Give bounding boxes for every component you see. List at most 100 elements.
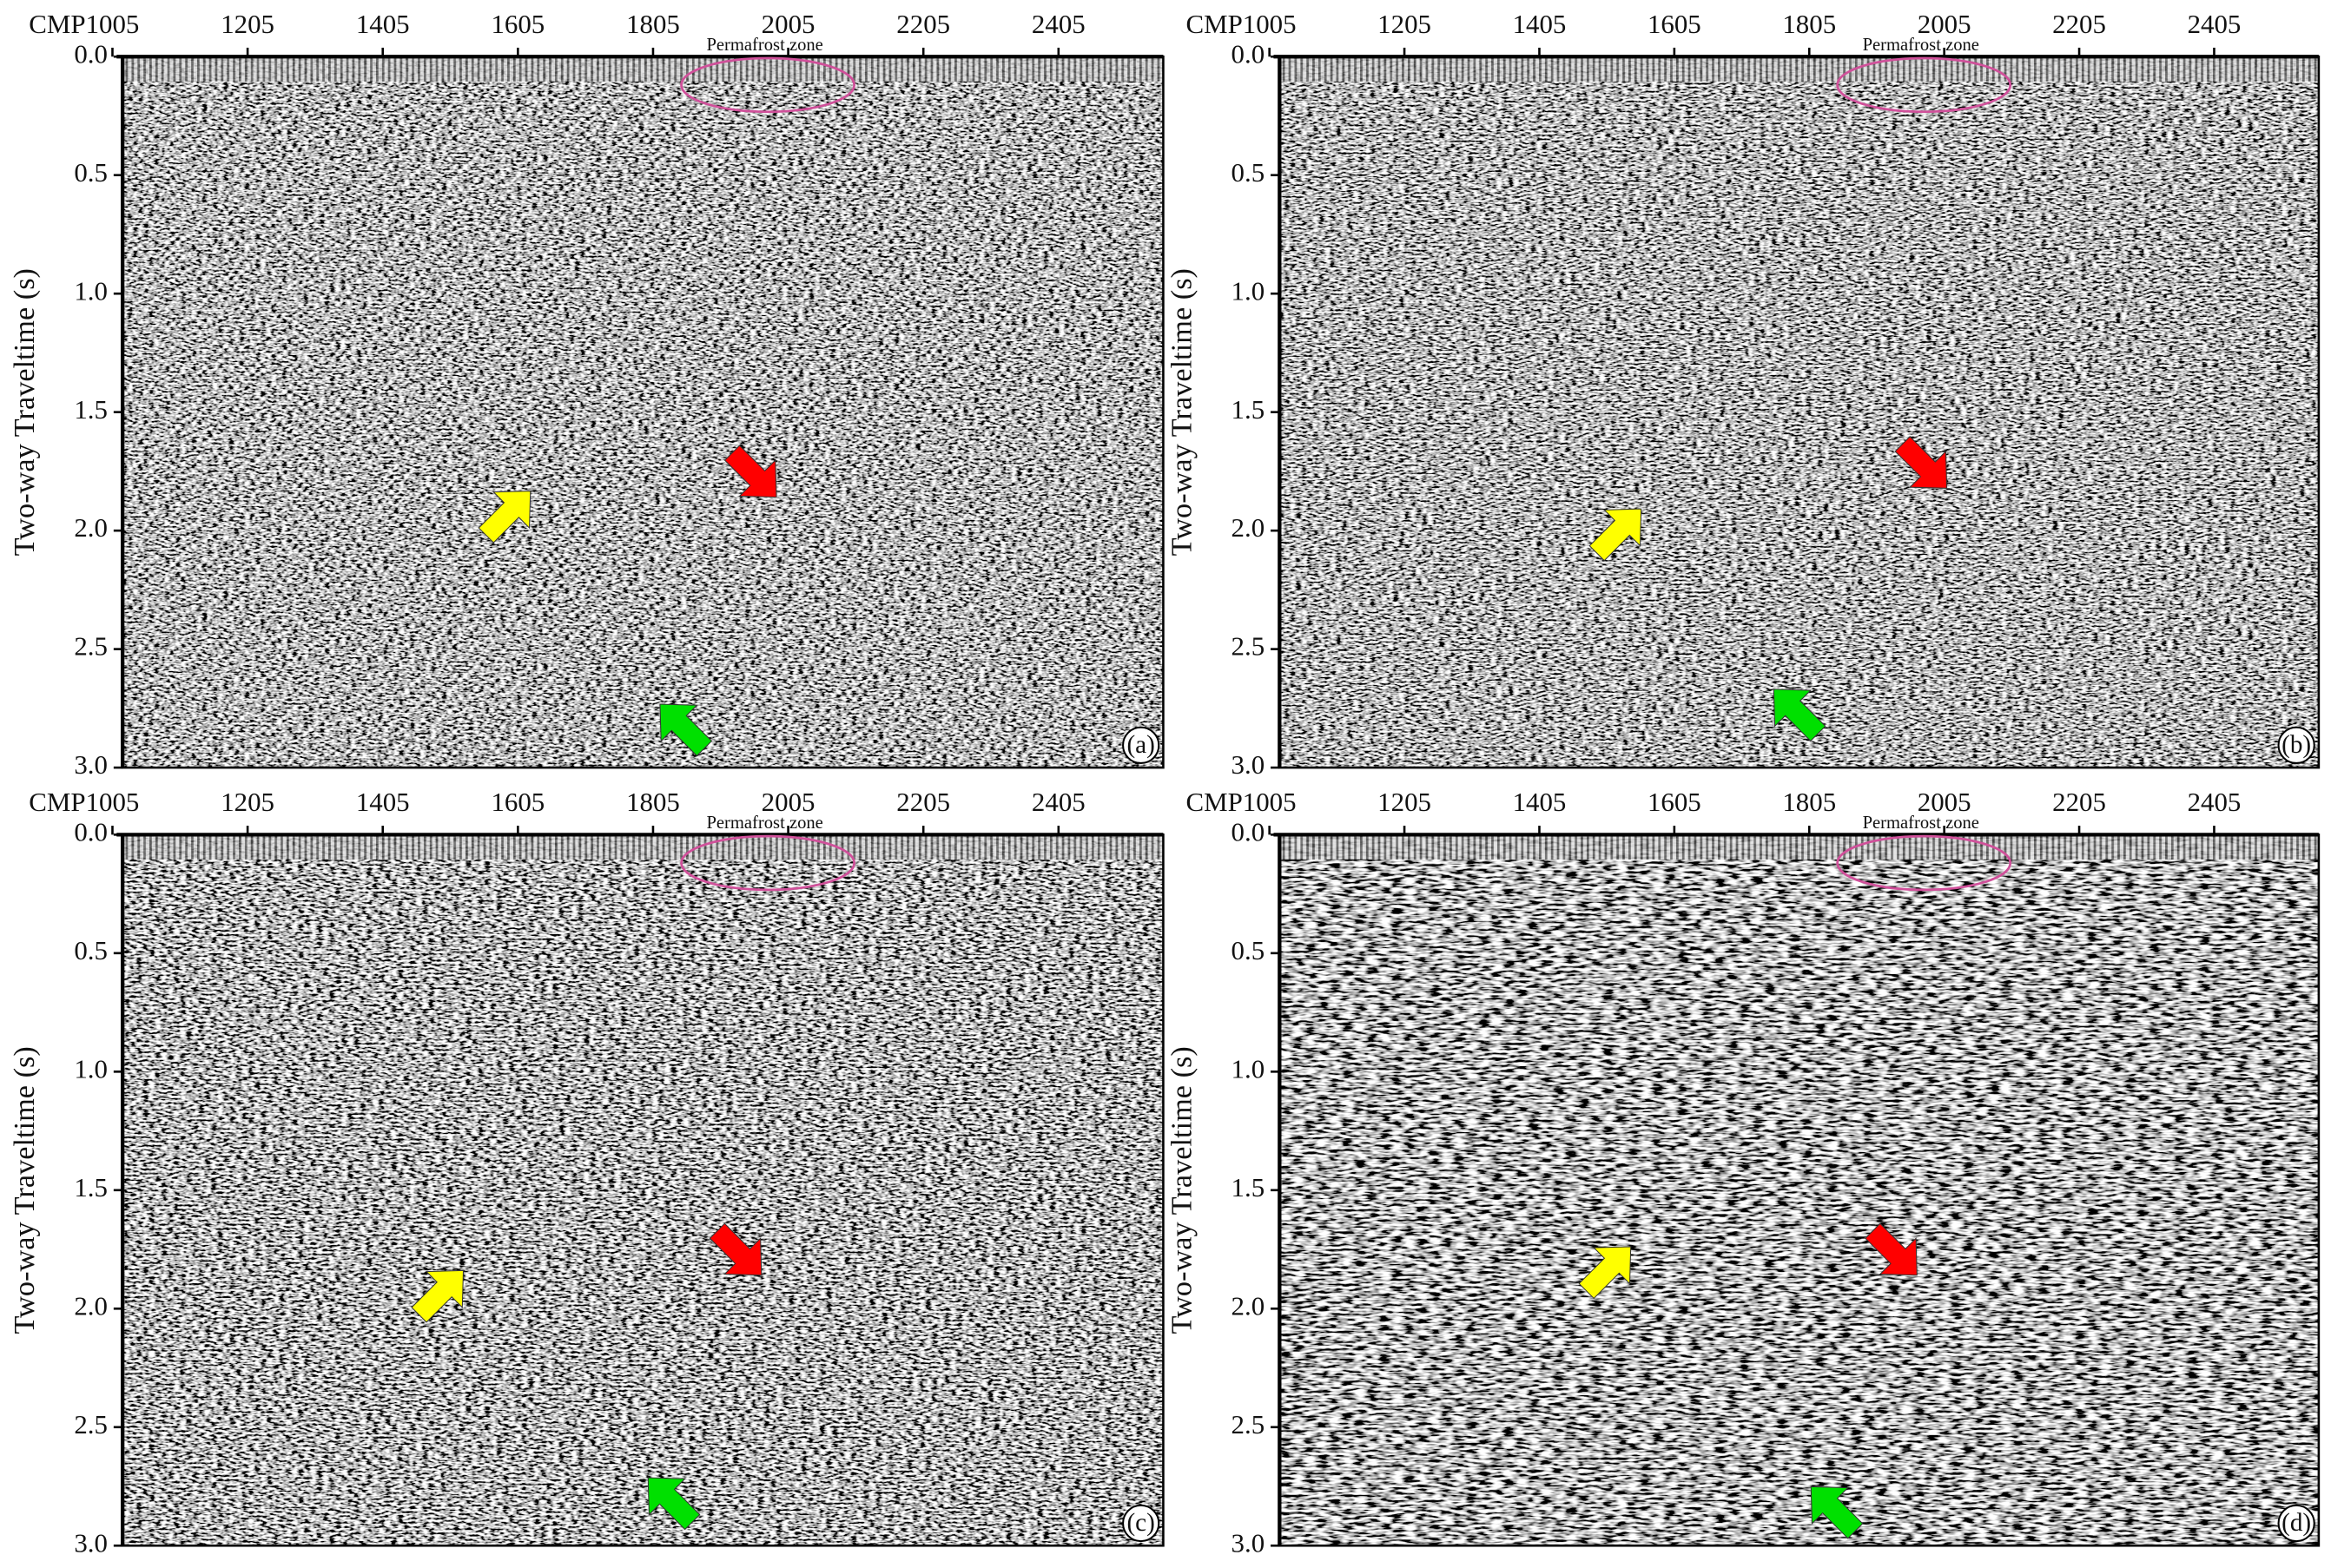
x-tick-label: 1005 <box>86 787 140 817</box>
arrow <box>723 445 777 498</box>
x-tick-label: 1005 <box>1243 9 1297 39</box>
arrow <box>478 491 532 544</box>
arrow <box>659 703 713 757</box>
x-tick-label: 1205 <box>221 787 274 817</box>
y-tick-label: 1.0 <box>1232 275 1265 306</box>
annotation: Permafrost zone <box>1863 36 1979 55</box>
y-tick-label: 0.5 <box>74 157 108 188</box>
x-tick-label: 2405 <box>2188 9 2242 39</box>
panel-label-badge <box>1122 1504 1160 1543</box>
x-tick-label: 1205 <box>1377 9 1431 39</box>
x-axis-label: CMP <box>1186 9 1243 39</box>
y-tick-label: 2.5 <box>74 631 108 662</box>
panel-label-badge <box>2277 726 2315 764</box>
x-tick-label: 1605 <box>1648 9 1701 39</box>
y-tick-label: 3.0 <box>1232 1527 1265 1558</box>
x-tick-label: 1605 <box>491 787 545 817</box>
y-tick-label: 1.0 <box>74 275 108 306</box>
near-surface-traces <box>1279 834 2319 860</box>
y-axis-label: Two-way Traveltime (s) <box>8 268 41 556</box>
x-tick-label: 1405 <box>1513 787 1567 817</box>
panel-label: (c) <box>1126 1509 1154 1537</box>
arrow <box>1588 508 1642 562</box>
y-tick-label: 1.0 <box>1232 1053 1265 1084</box>
panel-label: (d) <box>2281 1509 2311 1537</box>
panel-label-badge <box>1122 726 1160 764</box>
near-surface-traces <box>122 834 1164 860</box>
y-axis-label: Two-way Traveltime (s) <box>8 1046 41 1334</box>
x-tick-label: 1805 <box>626 9 680 39</box>
x-tick-label: 1205 <box>221 9 274 39</box>
seismic-image <box>122 56 1164 768</box>
y-tick-label: 2.0 <box>1232 1290 1265 1321</box>
x-tick-label: 2205 <box>896 787 950 817</box>
x-tick-label: 1805 <box>1782 9 1836 39</box>
seismic-image <box>122 834 1164 1546</box>
annotation: Permafrost zone <box>706 36 822 55</box>
x-tick-label: 2205 <box>2052 9 2106 39</box>
x-tick-label: 2205 <box>896 9 950 39</box>
y-tick-label: 0.0 <box>1232 816 1265 847</box>
x-tick-label: 1805 <box>626 787 680 817</box>
near-surface-traces <box>122 56 1164 82</box>
y-tick-label: 3.0 <box>74 749 108 780</box>
arrow <box>1773 688 1826 742</box>
y-tick-label: 0.5 <box>74 935 108 965</box>
y-tick-label: 2.5 <box>1232 1409 1265 1440</box>
y-tick-label: 1.5 <box>1232 1172 1265 1202</box>
seismic-image <box>1279 834 2319 1546</box>
y-tick-label: 0.5 <box>1232 935 1265 965</box>
near-surface-traces <box>1279 56 2319 82</box>
x-tick-label: 1605 <box>1648 787 1701 817</box>
panel-label: (a) <box>1126 731 1154 759</box>
annotation: Permafrost zone <box>1863 814 1979 833</box>
y-tick-label: 1.5 <box>1232 394 1265 425</box>
permafrost-zone-outline <box>680 56 856 114</box>
arrow <box>647 1477 701 1531</box>
x-axis-label: CMP <box>29 9 85 39</box>
y-tick-label: 2.5 <box>74 1409 108 1440</box>
x-tick-label: 2405 <box>1032 9 1086 39</box>
permafrost-zone-outline <box>680 834 856 892</box>
y-tick-label: 0.0 <box>74 816 108 847</box>
panel-label-badge <box>2277 1504 2315 1543</box>
permafrost-zone-outline <box>1836 56 2012 114</box>
y-tick-label: 2.5 <box>1232 631 1265 662</box>
y-tick-label: 2.0 <box>74 512 108 543</box>
x-axis-label: CMP <box>29 787 85 817</box>
permafrost-zone-outline <box>1836 834 2012 892</box>
annotation: Permafrost zone <box>706 814 822 833</box>
y-tick-label: 2.0 <box>1232 512 1265 543</box>
arrow <box>1810 1486 1864 1539</box>
x-tick-label: 2005 <box>1918 9 1971 39</box>
arrow <box>1894 436 1948 489</box>
x-tick-label: 2005 <box>1918 787 1971 817</box>
y-tick-label: 1.5 <box>74 394 108 425</box>
y-axis-label: Two-way Traveltime (s) <box>1165 1046 1198 1334</box>
x-tick-label: 1005 <box>1243 787 1297 817</box>
x-tick-label: 1805 <box>1782 787 1836 817</box>
arrow <box>1865 1222 1918 1276</box>
y-tick-label: 2.0 <box>74 1290 108 1321</box>
x-tick-label: 2005 <box>762 9 816 39</box>
x-tick-label: 2405 <box>1032 787 1086 817</box>
x-axis-label: CMP <box>1186 787 1243 817</box>
y-tick-label: 3.0 <box>74 1527 108 1558</box>
arrow <box>411 1269 465 1323</box>
x-tick-label: 2405 <box>2188 787 2242 817</box>
y-tick-label: 0.5 <box>1232 157 1265 188</box>
x-tick-label: 1205 <box>1377 787 1431 817</box>
x-tick-label: 2005 <box>762 787 816 817</box>
x-tick-label: 1405 <box>356 9 410 39</box>
panel-label: (b) <box>2281 731 2311 759</box>
y-tick-label: 1.5 <box>74 1172 108 1202</box>
x-tick-label: 2205 <box>2052 787 2106 817</box>
x-tick-label: 1405 <box>1513 9 1567 39</box>
y-tick-label: 1.0 <box>74 1053 108 1084</box>
